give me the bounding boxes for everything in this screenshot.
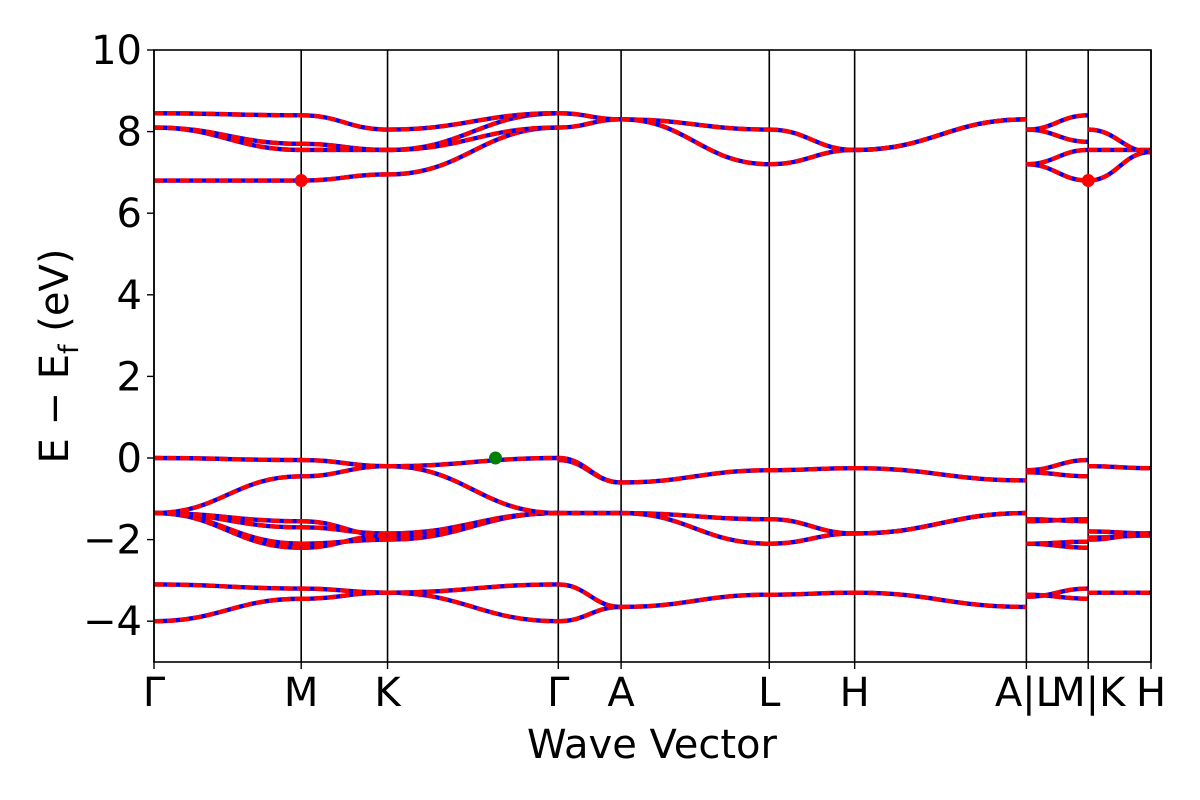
band-spin-up-2-9 bbox=[387, 125, 559, 153]
y-tick-label-6: 8 bbox=[117, 110, 142, 156]
band-spin-up-8-5 bbox=[1088, 149, 1152, 183]
band-spin-up-0-7 bbox=[153, 455, 302, 463]
band-spin-up-7-9 bbox=[1026, 147, 1089, 167]
band-spin-up-0-0 bbox=[153, 596, 302, 624]
band-spin-up-2-0 bbox=[387, 590, 559, 624]
band-spin-up-0-11 bbox=[153, 111, 302, 118]
band-spin-up-5-0 bbox=[769, 590, 855, 597]
x-tick-label-0: Γ bbox=[143, 670, 166, 716]
band-spin-up-2-11 bbox=[387, 111, 559, 132]
plot-frame bbox=[153, 49, 1152, 663]
band-spin-down-6-5 bbox=[854, 117, 1027, 153]
y-tick-label-0: −4 bbox=[83, 599, 142, 645]
x-tick-label-6: H bbox=[840, 670, 870, 716]
band-spin-up-7-6 bbox=[1026, 457, 1089, 473]
band-spin-down-2-6 bbox=[387, 463, 559, 516]
band-spin-down-8-5 bbox=[1088, 149, 1152, 183]
band-spin-up-1-11 bbox=[301, 113, 388, 132]
band-spin-up-1-7 bbox=[301, 457, 388, 469]
band-spin-up-7-7 bbox=[1026, 470, 1089, 479]
band-spin-up-4-0 bbox=[621, 592, 770, 610]
x-tick-label-3: Γ bbox=[547, 670, 570, 716]
band-extremum-marker-1 bbox=[1081, 174, 1095, 188]
band-spin-up-2-7 bbox=[387, 455, 559, 469]
band-spin-up-8-7 bbox=[1088, 127, 1152, 155]
x-tick-label-8: M|K bbox=[1051, 670, 1127, 716]
band-spin-up-1-10 bbox=[301, 141, 388, 153]
band-spin-up-8-3 bbox=[1088, 531, 1152, 542]
x-tick-label-5: L bbox=[758, 670, 781, 716]
band-spin-up-7-5 bbox=[1026, 517, 1089, 524]
band-spin-up-2-1 bbox=[387, 582, 559, 595]
y-axis-ticks: −4 −2 0 2 4 6 8 10 bbox=[83, 28, 154, 645]
band-spin-up-3-7 bbox=[558, 111, 622, 122]
band-spin-up-5-2 bbox=[769, 517, 855, 536]
band-spin-up-1-8 bbox=[301, 172, 388, 183]
band-lines bbox=[153, 111, 1152, 624]
band-spin-down-4-5 bbox=[621, 117, 770, 132]
band-spin-up-8-4 bbox=[1088, 463, 1152, 471]
y-tick-label-5: 6 bbox=[117, 191, 142, 237]
band-spin-up-6-2 bbox=[854, 510, 1027, 536]
band-spin-down-4-0 bbox=[621, 592, 770, 610]
band-extremum-marker-2 bbox=[488, 451, 502, 465]
band-spin-up-6-5 bbox=[854, 117, 1027, 153]
band-spin-up-5-4 bbox=[769, 147, 855, 167]
band-spin-up-1-5 bbox=[301, 519, 388, 538]
band-spin-up-7-3 bbox=[1026, 539, 1089, 546]
band-spin-down-0-6 bbox=[153, 474, 302, 516]
band-spin-up-3-1 bbox=[558, 582, 622, 610]
band-spin-up-5-5 bbox=[769, 127, 855, 153]
y-tick-label-1: −2 bbox=[83, 518, 142, 564]
band-extremum-marker-0 bbox=[294, 174, 308, 188]
band-spin-up-0-1 bbox=[153, 582, 302, 591]
band-spin-down-4-3 bbox=[621, 468, 770, 485]
band-spin-up-1-0 bbox=[301, 590, 388, 601]
x-tick-label-4: A bbox=[607, 670, 635, 716]
band-spin-up-1-1 bbox=[301, 586, 388, 595]
band-spin-up-0-10 bbox=[153, 125, 302, 147]
band-spin-up-0-6 bbox=[153, 474, 302, 516]
extrema-markers bbox=[294, 174, 1095, 465]
x-tick-label-9: H bbox=[1136, 670, 1166, 716]
y-tick-label-3: 2 bbox=[117, 354, 142, 400]
x-axis-label: Wave Vector bbox=[527, 722, 778, 768]
band-spin-up-6-3 bbox=[854, 466, 1027, 483]
band-spin-up-1-6 bbox=[301, 463, 388, 479]
band-spin-down-0-9 bbox=[153, 125, 302, 153]
y-axis-label-subscript: f bbox=[54, 343, 85, 354]
band-spin-up-4-3 bbox=[621, 468, 770, 485]
band-spin-up-5-3 bbox=[769, 466, 855, 473]
band-spin-up-6-0 bbox=[854, 590, 1027, 610]
x-tick-label-7: A|L bbox=[995, 670, 1059, 716]
band-spin-up-4-2 bbox=[621, 510, 770, 522]
band-spin-up-2-5 bbox=[387, 510, 559, 538]
x-axis-ticks: Γ M K Γ A L H A|LM|K H bbox=[143, 662, 1166, 716]
y-tick-label-2: 0 bbox=[117, 436, 142, 482]
band-spin-down-0-10 bbox=[153, 125, 302, 147]
y-axis-label: E − Ef (eV) bbox=[32, 249, 85, 464]
band-spin-up-1-3 bbox=[301, 537, 388, 546]
band-spin-up-5-1 bbox=[769, 531, 855, 546]
y-tick-label-4: 4 bbox=[117, 273, 142, 319]
band-spin-down-0-0 bbox=[153, 596, 302, 624]
x-tick-label-1: M bbox=[284, 670, 319, 716]
band-spin-up-7-11 bbox=[1026, 113, 1089, 132]
y-tick-label-7: 10 bbox=[91, 28, 142, 74]
band-spin-up-4-5 bbox=[621, 117, 770, 132]
x-tick-label-2: K bbox=[374, 670, 402, 716]
band-spin-up-7-1 bbox=[1026, 592, 1089, 601]
band-spin-up-3-5 bbox=[558, 455, 622, 485]
